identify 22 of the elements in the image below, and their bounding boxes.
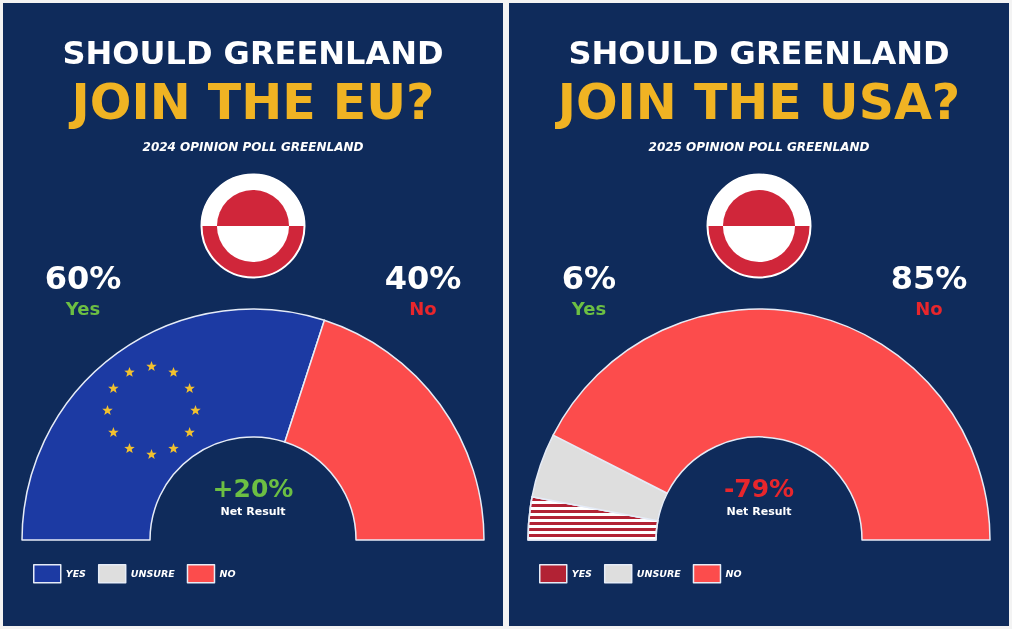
text: 40%	[384, 259, 462, 297]
legend-label: YES	[571, 568, 593, 580]
text: Net Result	[726, 504, 792, 518]
legend-label: UNSURE	[130, 568, 176, 580]
text: 6%	[561, 259, 617, 297]
chart-subtitle: 2025 OPINION POLL GREENLAND	[648, 139, 870, 154]
legend-label: NO	[219, 568, 236, 580]
text: -79%	[723, 473, 795, 503]
text: Net Result	[220, 504, 286, 518]
chart-title: SHOULD GREENLAND JOIN THE EU?	[62, 34, 444, 131]
text: Yes	[64, 297, 101, 319]
chart-title: SHOULD GREENLAND JOIN THE USA?	[554, 34, 961, 131]
chart-subtitle: 2024 OPINION POLL GREENLAND	[142, 139, 364, 154]
text: 60%	[44, 259, 122, 297]
text: No	[409, 297, 437, 319]
legend-label: YES	[65, 568, 87, 580]
text: +20%	[212, 473, 294, 503]
text: 85%	[890, 259, 968, 297]
legend-label: UNSURE	[636, 568, 682, 580]
text: No	[915, 297, 943, 319]
legend-label: NO	[725, 568, 742, 580]
text: Yes	[570, 297, 607, 319]
